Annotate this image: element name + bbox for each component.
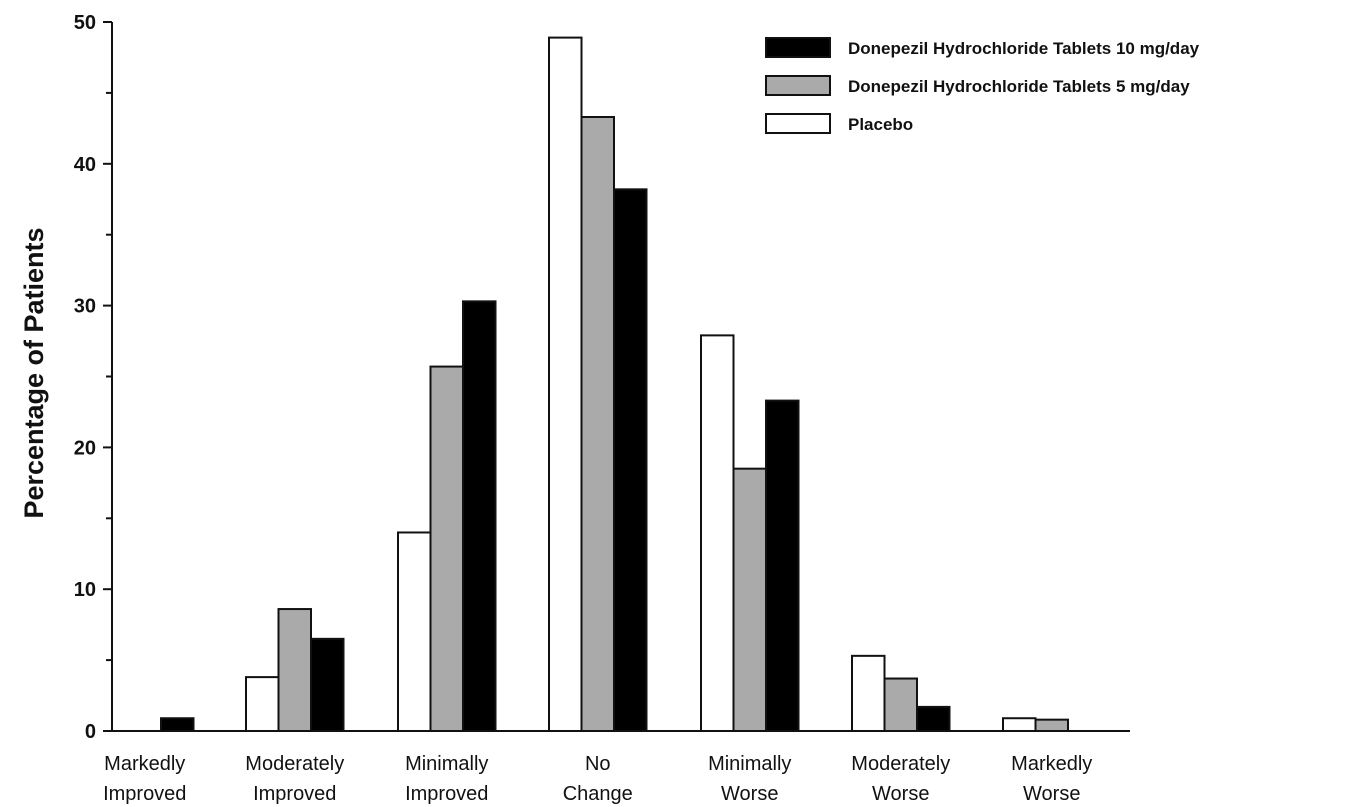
bar-placebo: [851, 654, 886, 733]
bar-10mg: [765, 399, 800, 732]
legend-label: Donepezil Hydrochloride Tablets 5 mg/day: [848, 77, 1190, 96]
y-tick-label: 20: [74, 437, 96, 459]
bar-5mg: [1034, 718, 1069, 733]
x-tick-label: Change: [563, 783, 633, 805]
bar-5mg: [277, 608, 312, 732]
bar-5mg: [883, 677, 918, 732]
bar-10mg: [160, 717, 195, 732]
y-axis-label: Percentage of Patients: [19, 227, 49, 518]
bar-placebo: [397, 531, 432, 732]
y-tick-label: 40: [74, 154, 96, 176]
bar-5mg: [429, 365, 464, 732]
legend-swatch: [765, 113, 831, 134]
x-tick-label: Worse: [721, 783, 778, 805]
x-tick-label: Worse: [1023, 783, 1080, 805]
legend-label: Placebo: [848, 115, 913, 134]
x-tick-label: Minimally: [708, 753, 791, 775]
bar-placebo: [548, 36, 583, 732]
axes: 0 10 20 30 40 50 Markedly Improved Moderately Imp…: [74, 12, 1130, 805]
x-tick-label: Improved: [405, 783, 488, 805]
legend-label: Donepezil Hydrochloride Tablets 10 mg/da…: [848, 39, 1200, 58]
x-tick-label: Moderately: [245, 753, 344, 775]
x-tick-label: Worse: [872, 783, 929, 805]
bar-5mg: [580, 116, 615, 733]
bar-10mg: [310, 637, 345, 733]
bars: [160, 36, 1069, 733]
x-tick-label: No: [585, 753, 611, 775]
x-tick-label: Minimally: [405, 753, 488, 775]
bar-10mg: [613, 188, 648, 733]
y-tick-label: 0: [85, 721, 96, 743]
legend-swatch: [765, 37, 831, 58]
x-tick-label: Markedly: [104, 753, 185, 775]
legend: Donepezil Hydrochloride Tablets 10 mg/da…: [765, 37, 1200, 134]
bar-placebo: [245, 676, 280, 733]
legend-swatch: [765, 75, 831, 96]
bar-10mg: [916, 705, 951, 732]
bar-10mg: [462, 300, 497, 732]
bar-placebo: [700, 334, 735, 732]
bar-5mg: [732, 467, 767, 732]
bar-placebo: [1002, 717, 1037, 732]
x-tick-label: Moderately: [851, 753, 950, 775]
x-tick-label: Markedly: [1011, 753, 1092, 775]
x-tick-label: Improved: [253, 783, 336, 805]
y-tick-label: 50: [74, 12, 96, 34]
x-tick-label: Improved: [103, 783, 186, 805]
y-tick-label: 30: [74, 296, 96, 318]
y-tick-label: 10: [74, 579, 96, 601]
